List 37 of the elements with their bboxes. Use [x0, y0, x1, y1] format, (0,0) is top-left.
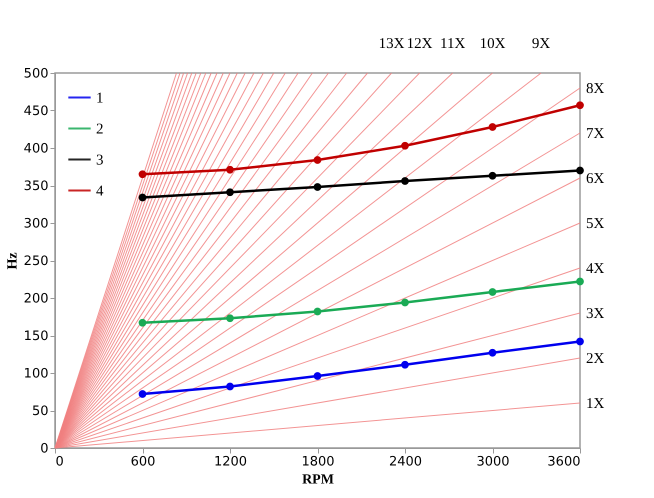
annotation: 6X: [586, 171, 604, 187]
legend-label: 1: [96, 90, 104, 106]
annotation: 3X: [586, 306, 604, 322]
y-axis-title: Hz: [6, 252, 21, 270]
y-tick-label: 300: [24, 216, 48, 232]
y-tick-label: 200: [24, 292, 48, 306]
annotation: 5X: [586, 216, 604, 232]
y-tick-label: 150: [24, 329, 48, 344]
y-tick-label: 0: [40, 442, 48, 456]
annotation: 2X: [586, 351, 604, 367]
annotation: 12X: [406, 36, 433, 52]
annotation: 8X: [586, 81, 604, 97]
y-tick-label: 100: [24, 366, 48, 382]
annotation: 4X: [586, 261, 604, 277]
x-tick-label: 0: [56, 454, 64, 470]
annotation: 13X: [378, 36, 405, 52]
x-tick-label: 1200: [214, 454, 248, 470]
legend-label: 2: [96, 122, 104, 138]
x-tick-label: 600: [130, 454, 156, 470]
legend-label: 4: [96, 184, 104, 200]
annotation: 10X: [480, 36, 506, 52]
y-tick-label: 250: [24, 254, 48, 269]
x-tick-label: 3000: [476, 454, 510, 470]
annotation: 11X: [440, 36, 466, 52]
y-tick-label: 450: [24, 104, 48, 119]
y-tick-label: 50: [32, 404, 48, 419]
x-tick-label: 2400: [388, 454, 422, 470]
x-tick-label: 1800: [301, 454, 335, 470]
x-axis-title: RPM: [302, 472, 334, 488]
annotation: 1X: [586, 396, 604, 412]
y-tick-label: 350: [24, 179, 48, 194]
y-tick-label: 400: [24, 142, 48, 156]
y-tick-label: 500: [24, 66, 48, 82]
legend-label: 3: [96, 152, 104, 168]
x-tick-label: 3600: [547, 454, 580, 470]
annotation: 9X: [532, 36, 550, 52]
annotation: 7X: [586, 126, 604, 142]
